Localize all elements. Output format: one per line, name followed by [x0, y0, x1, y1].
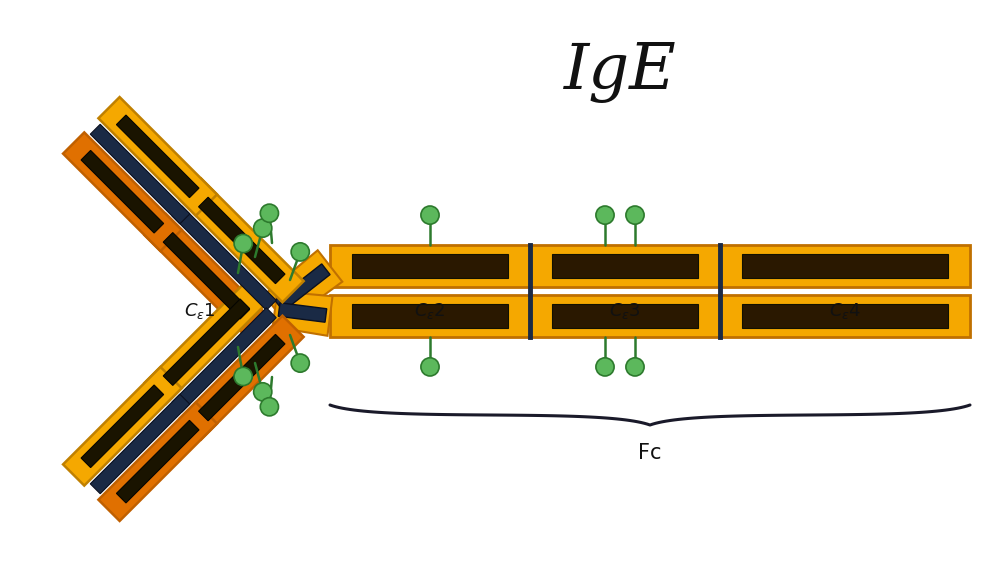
Text: $C_{\varepsilon}3$: $C_{\varepsilon}3$: [609, 301, 641, 321]
Polygon shape: [163, 233, 250, 319]
Circle shape: [254, 383, 272, 401]
Circle shape: [234, 235, 252, 253]
Polygon shape: [264, 250, 342, 323]
Circle shape: [291, 243, 309, 261]
Polygon shape: [199, 197, 285, 284]
Polygon shape: [180, 178, 304, 302]
Circle shape: [596, 358, 614, 376]
Circle shape: [260, 204, 278, 222]
Bar: [742, 304, 948, 328]
Text: $C_{\varepsilon}4$: $C_{\varepsilon}4$: [829, 301, 861, 321]
Polygon shape: [81, 385, 164, 467]
Bar: [352, 254, 508, 278]
Circle shape: [626, 206, 644, 224]
Polygon shape: [90, 394, 190, 494]
Polygon shape: [180, 316, 304, 439]
Polygon shape: [116, 421, 199, 503]
Polygon shape: [63, 367, 182, 486]
Polygon shape: [199, 335, 285, 421]
Text: $C_{\varepsilon}1$: $C_{\varepsilon}1$: [184, 301, 216, 321]
Bar: [330, 245, 970, 287]
Circle shape: [421, 358, 439, 376]
Text: $C_{\varepsilon}2$: $C_{\varepsilon}2$: [414, 301, 446, 321]
Circle shape: [291, 354, 309, 372]
Bar: [552, 254, 698, 278]
Polygon shape: [275, 264, 330, 311]
Polygon shape: [273, 291, 333, 336]
Polygon shape: [163, 299, 250, 386]
Circle shape: [234, 367, 252, 386]
Bar: [742, 254, 948, 278]
Polygon shape: [63, 132, 182, 251]
Polygon shape: [116, 115, 199, 198]
Circle shape: [260, 398, 278, 416]
Text: IgE: IgE: [564, 41, 676, 102]
Polygon shape: [98, 402, 217, 521]
Polygon shape: [278, 303, 327, 322]
Bar: [552, 304, 698, 328]
Polygon shape: [145, 280, 268, 404]
Bar: [330, 295, 970, 337]
Polygon shape: [145, 214, 268, 338]
Polygon shape: [172, 206, 276, 310]
Text: Fc: Fc: [638, 443, 662, 463]
Circle shape: [254, 219, 272, 238]
Circle shape: [626, 358, 644, 376]
Circle shape: [421, 206, 439, 224]
Bar: [352, 304, 508, 328]
Circle shape: [596, 206, 614, 224]
Polygon shape: [90, 124, 190, 224]
Polygon shape: [81, 150, 164, 233]
Polygon shape: [98, 97, 217, 216]
Polygon shape: [172, 308, 276, 412]
